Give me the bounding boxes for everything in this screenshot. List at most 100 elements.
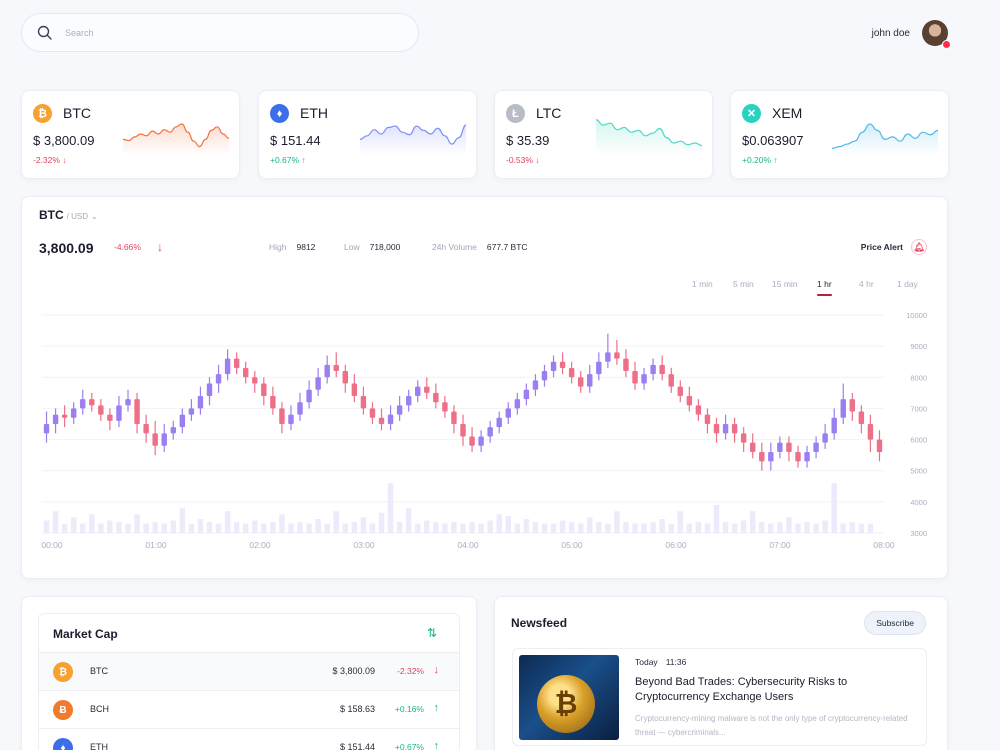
arrow-down-icon: ↓ [62, 155, 67, 165]
volume-bar [804, 522, 810, 533]
volume-bar [405, 508, 412, 533]
search-bar[interactable] [21, 13, 419, 52]
market-row-eth[interactable]: ♦ ETH $ 151.44 +0.67% ↑ [39, 728, 459, 750]
price-change: -4.66% [114, 242, 141, 252]
candle-body [795, 452, 801, 462]
timeframe-1hr[interactable]: 1 hr [817, 279, 832, 296]
volume-bar [297, 522, 303, 533]
volume-bar [107, 520, 113, 533]
y-tick-label: 5000 [910, 467, 927, 476]
market-row-btc[interactable]: ₿ BTC $ 3,800.09 -2.32% ↓ [39, 652, 459, 690]
candle-body [369, 408, 376, 418]
volume-bar [125, 523, 131, 533]
volume-bar [514, 523, 521, 533]
coin-card-btc[interactable]: ₿ BTC $ 3,800.09 -2.32% ↓ [21, 90, 240, 179]
volume-bar [460, 523, 466, 533]
volume-bar [306, 523, 312, 533]
timeframe-15min[interactable]: 15 min [772, 279, 798, 289]
volume-bar [822, 520, 828, 533]
x-tick-label: 04:00 [457, 540, 479, 550]
coin-price: $ 158.63 [339, 704, 375, 714]
timeframe-1min[interactable]: 1 min [692, 279, 713, 289]
sort-icon[interactable]: ⇅ [426, 626, 437, 640]
coin-price: $ 3,800.09 [332, 666, 375, 676]
volume-bar [813, 523, 819, 533]
x-tick-label: 05:00 [561, 540, 583, 550]
candle-body [804, 452, 810, 462]
sparkline-area [360, 125, 466, 155]
volume-bar [541, 523, 548, 533]
candle-body [777, 442, 783, 453]
volume-bar [134, 514, 140, 533]
coin-card-ltc[interactable]: Ł LTC $ 35.39 -0.53% ↓ [494, 90, 713, 179]
x-tick-label: 03:00 [353, 540, 375, 550]
candle-body [650, 364, 656, 375]
avatar[interactable] [922, 20, 951, 49]
candle-body [641, 374, 647, 384]
candle-body [677, 386, 684, 396]
user-name: john doe [871, 27, 910, 39]
volume-bar [252, 520, 258, 533]
timeframe-1day[interactable]: 1 day [897, 279, 918, 289]
sparkline-line [360, 124, 466, 145]
news-meta: Today 11:36 [635, 657, 686, 667]
candle-body [759, 452, 765, 462]
coin-name: BCH [90, 704, 110, 714]
candle-body [469, 436, 475, 446]
user-menu[interactable]: john doe [871, 20, 951, 49]
candle-body [858, 411, 865, 424]
timeframe-4hr[interactable]: 4 hr [859, 279, 874, 289]
bell-icon: 🔔︎ [911, 239, 927, 255]
y-tick-label: 4000 [910, 498, 927, 507]
volume-bar [161, 523, 167, 533]
volume-bar [505, 515, 511, 533]
candle-body [306, 389, 312, 403]
arrow-up-icon: ↑ [433, 702, 440, 714]
candle-body [61, 414, 68, 418]
volume-bar [61, 523, 68, 533]
y-tick-label: 10000 [906, 311, 927, 320]
coin-card-xem[interactable]: ✕ XEM $0.063907 +0.20% ↑ [730, 90, 949, 179]
candle-body [460, 424, 466, 437]
market-cap-card: Market Cap ⇅ ₿ BTC $ 3,800.09 -2.32% ↓ Ƀ… [21, 596, 477, 750]
coin-card-eth[interactable]: ♦ ETH $ 151.44 +0.67% ↑ [258, 90, 477, 179]
search-icon [37, 25, 52, 40]
candle-body [387, 414, 394, 424]
candle-body [577, 377, 584, 387]
pair-selector[interactable]: BTC / USD ⌄ [39, 208, 98, 222]
news-day: Today [635, 657, 658, 667]
sparkline-line [832, 123, 938, 149]
coin-change: +0.16% [394, 704, 424, 714]
y-tick-label: 9000 [910, 342, 927, 351]
timeframe-5min[interactable]: 5 min [733, 279, 754, 289]
candle-body [279, 408, 285, 424]
search-input[interactable] [65, 23, 395, 43]
xem-icon: ✕ [742, 104, 761, 123]
volume-bar [532, 522, 539, 533]
market-row-bch[interactable]: Ƀ BCH $ 158.63 +0.16% ↑ [39, 690, 459, 728]
candle-body [596, 361, 602, 375]
bitcoin-icon: ₿ [53, 662, 73, 682]
candle-body [713, 424, 720, 434]
sparkline-xem [832, 123, 938, 155]
candle-body [125, 399, 131, 406]
candlestick-chart[interactable]: 10000 9000 8000 7000 6000 5000 4000 3000 00:00 01… [22, 297, 949, 557]
candle-body [233, 358, 240, 368]
news-headline[interactable]: Beyond Bad Trades: Cybersecurity Risks t… [635, 676, 848, 703]
volume-bar [333, 511, 339, 533]
market-cap-title: Market Cap [53, 627, 118, 641]
volume-bar [224, 511, 231, 533]
candle-body [849, 399, 856, 412]
coin-price: $ 151.44 [270, 133, 321, 148]
subscribe-button[interactable]: Subscribe [864, 611, 926, 635]
volume-bar [704, 523, 711, 533]
news-item[interactable]: ₿ Today 11:36 Beyond Bad Trades: Cybersec… [512, 648, 927, 746]
candle-body [731, 424, 738, 434]
newsfeed-title: Newsfeed [511, 616, 568, 630]
volume-bar [867, 523, 874, 533]
candle-body [750, 442, 756, 453]
news-thumbnail: ₿ [519, 655, 619, 740]
sparkline-area [596, 119, 702, 155]
price-alert-button[interactable]: Price Alert 🔔︎ [861, 239, 927, 255]
y-tick-label: 3000 [910, 529, 927, 538]
